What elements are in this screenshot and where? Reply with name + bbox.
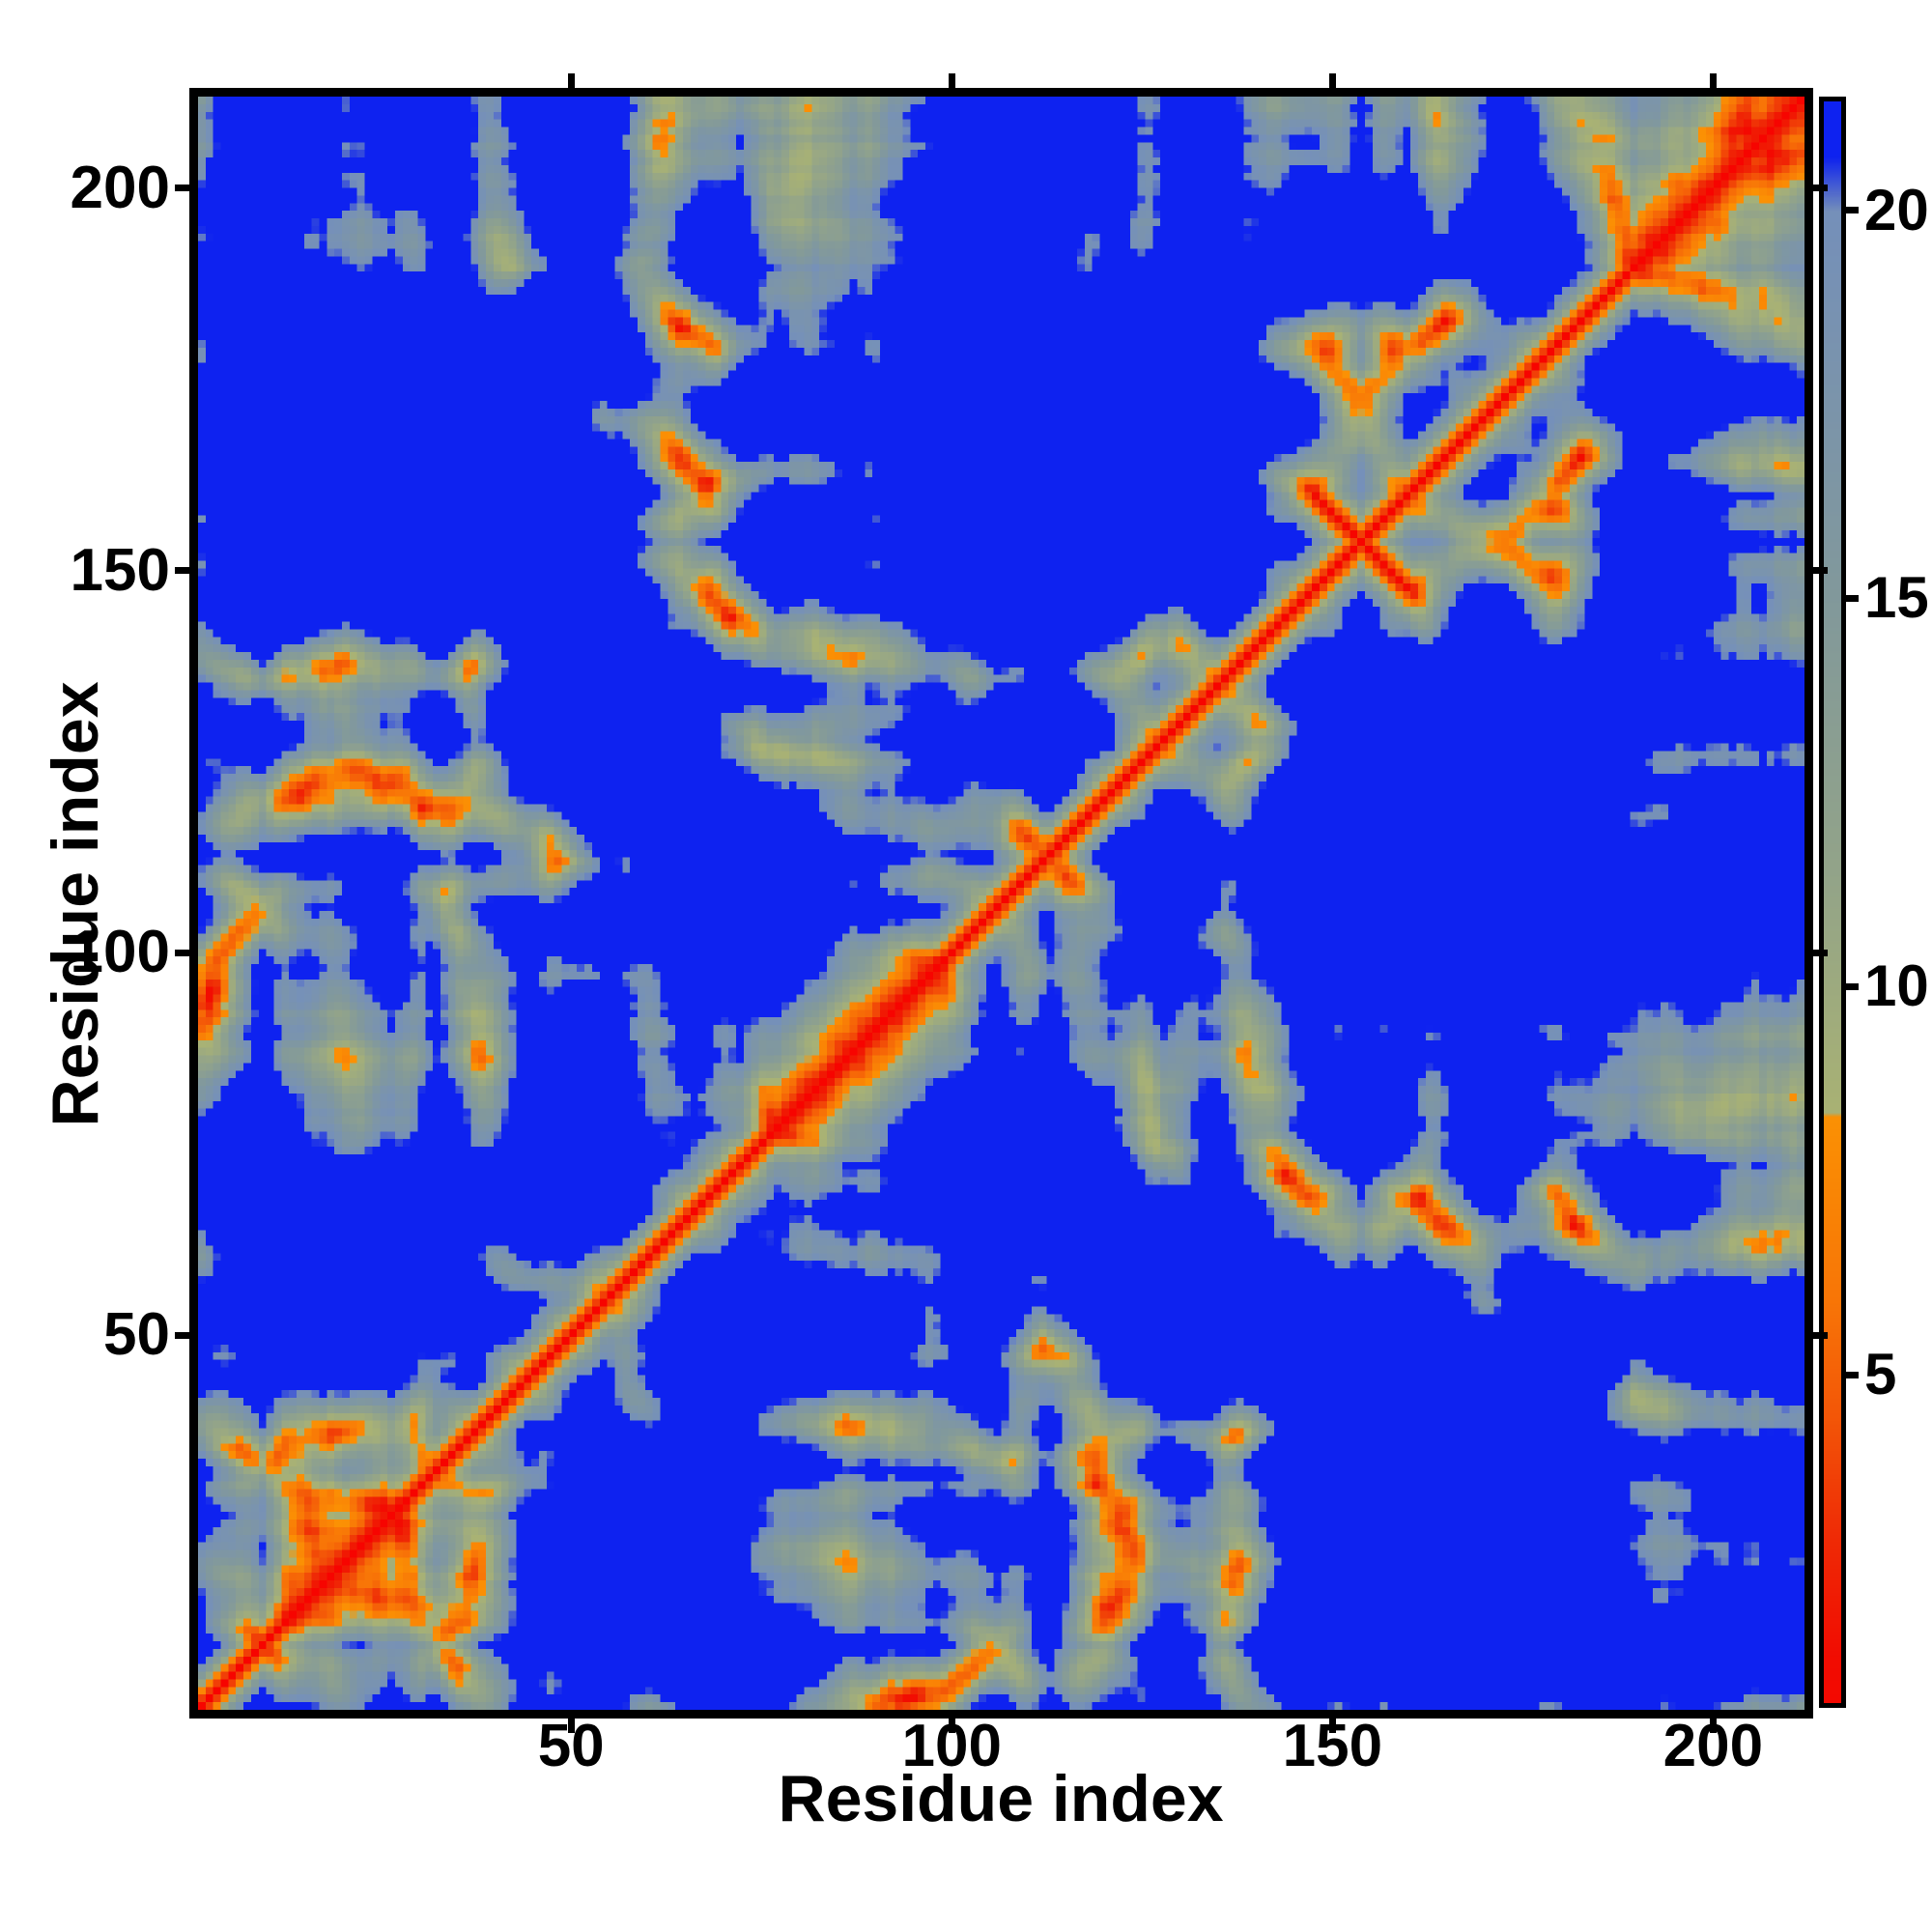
- colorbar-tick-label: 20: [1864, 177, 1929, 242]
- x-axis-tick-top: [567, 73, 575, 88]
- x-axis-tick: [1709, 1719, 1717, 1733]
- y-axis-tick: [175, 567, 189, 575]
- colorbar-tick-label: 5: [1864, 1342, 1897, 1407]
- plot-area: [189, 88, 1813, 1719]
- x-axis-tick: [567, 1719, 575, 1733]
- y-axis-tick: [175, 1331, 189, 1339]
- colorbar-gradient: [1824, 101, 1841, 1703]
- x-axis-tick: [948, 1719, 955, 1733]
- colorbar-tick: [1846, 982, 1859, 990]
- y-axis-tick-right: [1813, 1331, 1828, 1339]
- x-axis-tick-label: 100: [901, 1713, 1002, 1779]
- colorbar-tick-label: 10: [1864, 953, 1929, 1019]
- y-axis-tick-right: [1813, 567, 1828, 575]
- contact-map-heatmap: [198, 97, 1804, 1710]
- y-axis-tick: [175, 949, 189, 956]
- y-axis-tick-label: 200: [70, 154, 170, 221]
- colorbar: [1819, 97, 1846, 1708]
- x-axis-tick-top: [1328, 73, 1336, 88]
- y-axis-tick-right: [1813, 949, 1828, 956]
- y-axis-tick: [175, 185, 189, 192]
- x-axis-tick-top: [948, 73, 955, 88]
- colorbar-tick: [1846, 1371, 1859, 1378]
- colorbar-tick-label: 15: [1864, 565, 1929, 631]
- x-axis-tick-top: [1709, 73, 1717, 88]
- colorbar-tick: [1846, 207, 1859, 214]
- colorbar-tick: [1846, 594, 1859, 602]
- x-axis-title: Residue index: [778, 1762, 1224, 1835]
- y-axis-tick-label: 100: [70, 919, 170, 986]
- y-axis-tick-right: [1813, 185, 1828, 192]
- x-axis-tick: [1328, 1719, 1336, 1733]
- x-axis-tick-label: 150: [1282, 1713, 1383, 1779]
- y-axis-tick-label: 150: [70, 536, 170, 604]
- y-axis-tick-label: 50: [103, 1301, 170, 1369]
- y-axis-title: Residue index: [39, 681, 112, 1127]
- x-axis-tick-label: 200: [1662, 1713, 1764, 1779]
- x-axis-tick-label: 50: [537, 1713, 605, 1779]
